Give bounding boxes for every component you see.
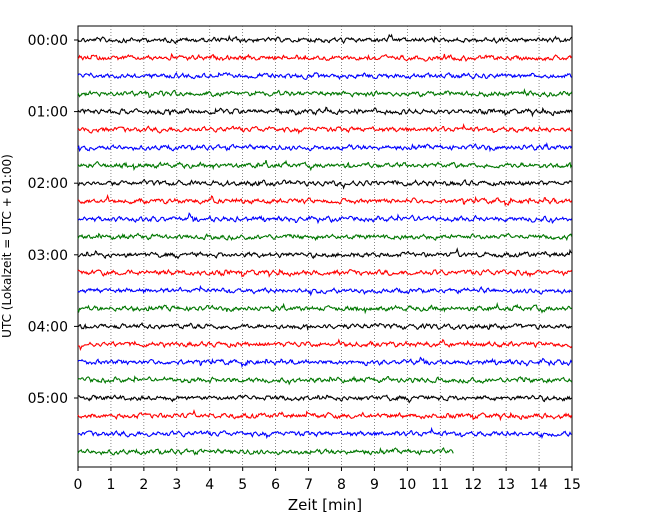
x-tick-label: 6 [271, 477, 280, 493]
x-tick-label: 9 [370, 477, 379, 493]
seismic-trace [77, 178, 572, 190]
y-tick-label: 02:00 [28, 176, 68, 192]
x-tick-label: 15 [563, 477, 581, 493]
seismic-trace [77, 72, 573, 81]
x-tick-label: 10 [398, 477, 416, 493]
x-tick-label: 2 [139, 477, 148, 493]
seismic-trace [77, 408, 573, 422]
x-tick-label: 14 [530, 477, 548, 493]
x-tick-label: 13 [497, 477, 515, 493]
seismic-trace [77, 212, 573, 225]
x-tick-label: 11 [431, 477, 449, 493]
seismic-trace [77, 356, 573, 369]
y-tick-label: 01:00 [28, 105, 68, 121]
y-axis-label: UTC (Lokalzeit = UTC + 01:00) [0, 154, 14, 338]
x-tick-label: 3 [172, 477, 181, 493]
y-tick-label: 05:00 [28, 391, 68, 407]
seismic-trace [77, 301, 572, 315]
seismic-trace [77, 106, 573, 118]
x-axis-ticks: 0 1 2 3 4 5 6 7 8 9 10 11 12 13 14 15 [74, 467, 581, 493]
x-tick-label: 7 [304, 477, 313, 493]
seismic-trace [77, 142, 573, 153]
x-tick-label: 12 [464, 477, 482, 493]
seismic-trace [77, 268, 573, 278]
x-axis-label: Zeit [min] [288, 496, 362, 514]
x-tick-label: 8 [337, 477, 346, 493]
seismic-trace [77, 284, 572, 297]
seismic-trace [77, 322, 572, 332]
y-tick-label: 00:00 [28, 33, 68, 49]
seismic-trace [77, 159, 573, 172]
seismic-trace [77, 123, 572, 135]
seismic-trace [77, 338, 573, 351]
x-tick-label: 5 [238, 477, 247, 493]
seismic-trace [77, 88, 573, 98]
x-tick-label: 4 [205, 477, 214, 493]
plot-frame [77, 25, 573, 468]
y-tick-label: 03:00 [28, 248, 68, 264]
seismic-trace [77, 193, 573, 207]
seismic-trace [77, 33, 573, 45]
seismic-trace [77, 375, 573, 386]
seismic-trace [77, 426, 572, 440]
y-axis-ticks: 00:00 01:00 02:00 03:00 04:00 05:00 [28, 33, 78, 407]
x-tick-label: 0 [74, 477, 83, 493]
seismic-trace [77, 447, 454, 456]
seismic-trace [77, 52, 572, 63]
x-tick-label: 1 [106, 477, 115, 493]
seismic-trace [77, 247, 572, 260]
traces-group [77, 33, 573, 456]
y-tick-label: 04:00 [28, 319, 68, 335]
seismic-trace [77, 394, 572, 404]
seismic-trace [77, 232, 573, 242]
